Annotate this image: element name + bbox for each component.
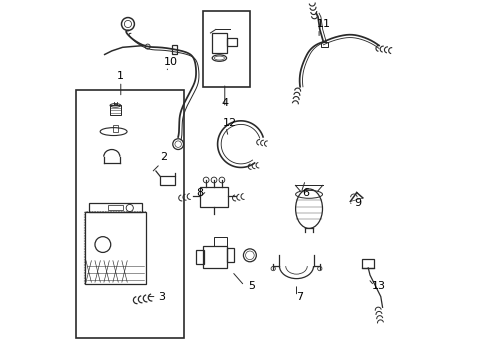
Bar <box>196 250 203 264</box>
Bar <box>226 248 234 262</box>
Bar <box>226 38 237 45</box>
Bar <box>110 105 121 116</box>
Text: 5: 5 <box>248 281 255 291</box>
Text: 7: 7 <box>296 292 303 302</box>
Bar <box>199 187 228 207</box>
Bar <box>160 176 174 185</box>
Text: 13: 13 <box>371 281 385 291</box>
Bar <box>108 205 122 211</box>
Bar <box>321 42 327 47</box>
Bar <box>203 246 226 268</box>
Bar <box>76 90 183 338</box>
Bar <box>212 33 226 53</box>
Text: 9: 9 <box>353 198 360 208</box>
Text: 10: 10 <box>163 57 178 67</box>
Bar <box>85 212 145 284</box>
Bar <box>203 12 249 87</box>
Text: 8: 8 <box>196 188 203 198</box>
Text: 6: 6 <box>302 188 308 198</box>
Bar <box>112 126 118 132</box>
Text: 1: 1 <box>117 71 124 81</box>
Text: 2: 2 <box>160 152 167 162</box>
Bar <box>171 45 177 54</box>
Bar <box>214 237 226 246</box>
Bar <box>362 259 373 268</box>
Text: 4: 4 <box>221 98 228 108</box>
Text: 3: 3 <box>158 292 165 302</box>
Text: 11: 11 <box>316 19 330 29</box>
Bar <box>88 203 142 212</box>
Text: 12: 12 <box>223 118 237 128</box>
